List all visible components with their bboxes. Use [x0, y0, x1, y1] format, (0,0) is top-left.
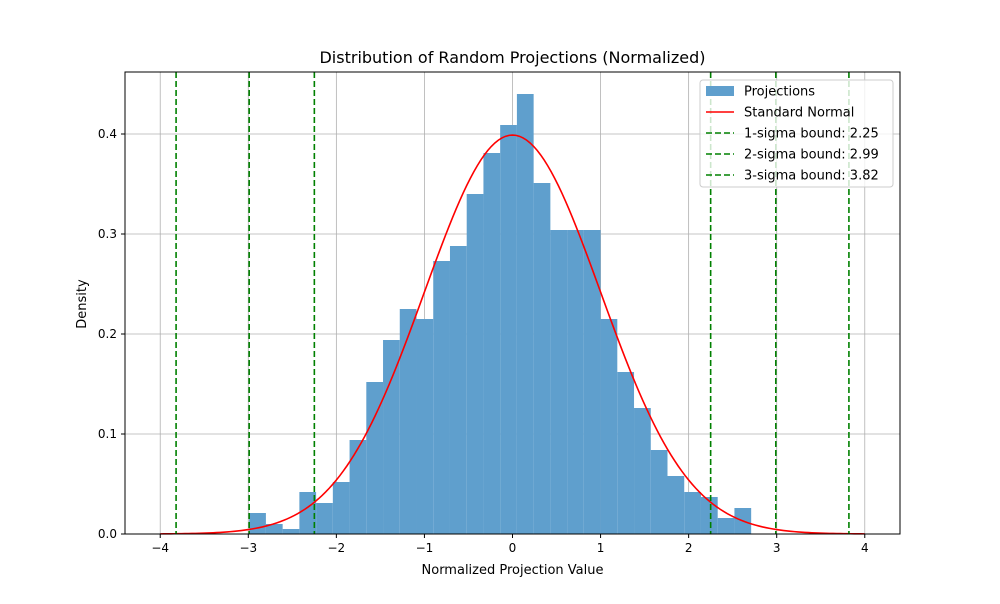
- histogram-bar: [500, 125, 517, 534]
- histogram-bar: [667, 476, 685, 534]
- y-axis-label: Density: [75, 279, 90, 329]
- histogram-bar: [567, 230, 584, 534]
- y-tick-label: 0.0: [98, 527, 117, 541]
- histogram-bar: [249, 513, 266, 534]
- histogram-bar: [449, 246, 467, 534]
- legend-label: Projections: [744, 85, 815, 100]
- y-tick-label: 0.1: [98, 427, 117, 441]
- plot-area: −4 −3 −2 −1 0 1 2 3 4 0.0 0.1 0.2 0.3 0.4: [98, 71, 901, 555]
- x-tick-label: −3: [239, 541, 257, 555]
- histogram-bar: [700, 497, 718, 534]
- y-tick-label: 0.3: [98, 227, 117, 241]
- histogram-bar: [282, 529, 300, 534]
- x-tick-label: −2: [328, 541, 346, 555]
- histogram-bar: [316, 503, 333, 534]
- normal-pdf-line: [160, 134, 865, 535]
- histogram-bar: [466, 194, 484, 534]
- histogram-bar: [399, 309, 417, 534]
- histogram-bar: [416, 319, 434, 534]
- histogram-bar: [583, 230, 601, 534]
- legend-box: [699, 79, 894, 188]
- histogram-bar: [533, 183, 551, 534]
- y-tick-label: 0.4: [98, 127, 117, 141]
- histogram-bar: [349, 440, 367, 534]
- x-tick-label: −4: [151, 541, 169, 555]
- histogram-bar: [617, 372, 635, 534]
- histogram-bar: [383, 340, 400, 534]
- x-tick-label: 2: [685, 541, 693, 555]
- legend: Projections Standard Normal 1-sigma bound:…: [699, 79, 894, 188]
- histogram-bar: [650, 450, 668, 534]
- histogram-bar: [550, 230, 568, 534]
- chart-title: Distribution of Random Projections (Norm…: [319, 48, 705, 67]
- x-tick-label: −1: [416, 541, 434, 555]
- legend-label: Standard Normal: [744, 106, 854, 121]
- histogram-bar: [332, 482, 350, 534]
- histogram-bar: [433, 261, 450, 534]
- histogram-bar: [516, 94, 534, 534]
- y-tick-label: 0.2: [98, 327, 117, 341]
- x-axis-label: Normalized Projection Value: [422, 563, 604, 578]
- histogram-bar: [299, 492, 317, 534]
- legend-label: 3-sigma bound: 3.82: [744, 169, 879, 184]
- legend-swatch-projections: [706, 86, 734, 96]
- x-tick-label: 3: [773, 541, 781, 555]
- histogram-bar: [634, 408, 651, 534]
- histogram-bar: [265, 524, 283, 534]
- histogram-bar: [600, 319, 618, 534]
- histogram-bar: [684, 492, 701, 534]
- histogram-bar: [717, 518, 735, 534]
- legend-label: 2-sigma bound: 2.99: [744, 148, 879, 163]
- x-tick-label: 0: [509, 541, 517, 555]
- histogram-bar: [483, 153, 501, 534]
- legend-label: 1-sigma bound: 2.25: [744, 127, 879, 142]
- x-tick-label: 4: [861, 541, 869, 555]
- x-tick-label: 1: [597, 541, 605, 555]
- histogram-bar: [366, 382, 384, 534]
